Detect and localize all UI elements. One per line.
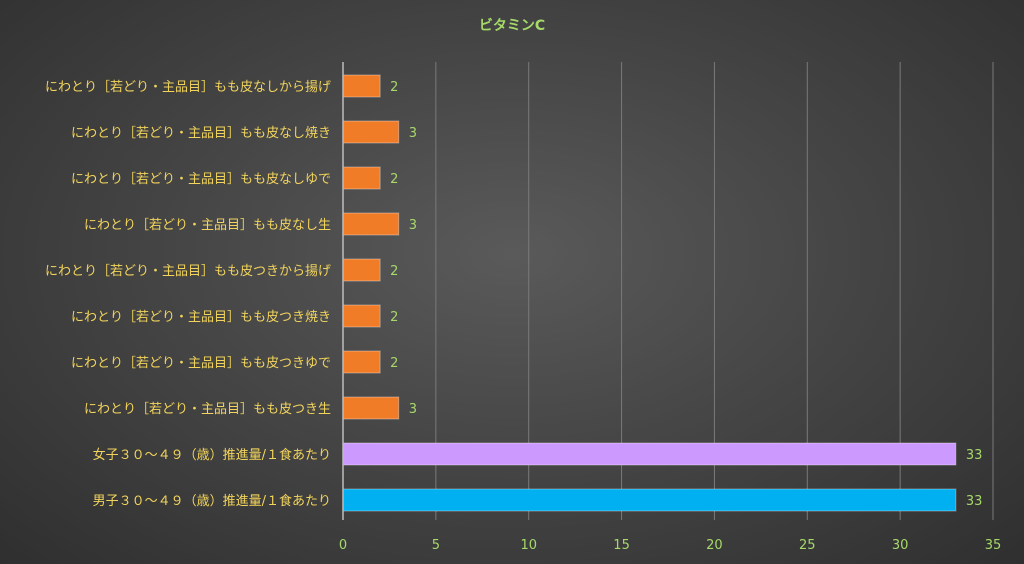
- x-tick-label: 5: [432, 538, 440, 553]
- category-label: にわとり［若どり・主品目］もも皮つきから揚げ: [45, 263, 331, 279]
- bars: [342, 74, 957, 512]
- bar: [342, 488, 957, 512]
- bar: [342, 166, 381, 190]
- bar: [342, 74, 381, 98]
- x-tick-label: 35: [985, 538, 1002, 553]
- x-tick-label: 10: [520, 538, 537, 553]
- chart-title: ビタミンC: [479, 18, 545, 34]
- x-tick-label: 0: [339, 538, 347, 553]
- category-labels: にわとり［若どり・主品目］もも皮なしから揚げにわとり［若どり・主品目］もも皮なし…: [45, 79, 331, 509]
- bar: [342, 350, 381, 374]
- bar: [342, 120, 400, 144]
- data-label: 2: [390, 310, 398, 325]
- bar: [342, 396, 400, 420]
- data-label: 3: [409, 126, 417, 141]
- bar: [342, 258, 381, 282]
- category-label: にわとり［若どり・主品目］もも皮なしから揚げ: [45, 79, 331, 95]
- data-label: 3: [409, 402, 417, 417]
- data-label: 3: [409, 218, 417, 233]
- x-tick-label: 30: [892, 538, 909, 553]
- data-label: 2: [390, 356, 398, 371]
- x-tick-label: 15: [613, 538, 630, 553]
- category-label: にわとり［若どり・主品目］もも皮なし生: [84, 217, 331, 233]
- x-tick-label: 25: [799, 538, 816, 553]
- gridlines: [435, 62, 994, 520]
- x-tick-labels: 0 5 10 15 20 25 30 35: [339, 538, 1001, 553]
- category-label: にわとり［若どり・主品目］もも皮つきゆで: [71, 355, 331, 371]
- category-label: 男子３０～４９（歳）推進量/１食あたり: [93, 493, 331, 509]
- data-label: 2: [390, 172, 398, 187]
- x-tick-label: 20: [706, 538, 723, 553]
- data-label: 2: [390, 264, 398, 279]
- data-label: 33: [966, 448, 983, 463]
- category-label: にわとり［若どり・主品目］もも皮なしゆで: [71, 171, 331, 187]
- category-label: にわとり［若どり・主品目］もも皮なし焼き: [71, 125, 331, 141]
- data-label: 2: [390, 80, 398, 95]
- bar: [342, 304, 381, 328]
- data-label: 33: [966, 494, 983, 509]
- category-label: 女子３０～４９（歳）推進量/１食あたり: [93, 447, 331, 463]
- category-label: にわとり［若どり・主品目］もも皮つき焼き: [71, 309, 331, 325]
- bar: [342, 212, 400, 236]
- category-label: にわとり［若どり・主品目］もも皮つき生: [84, 401, 331, 417]
- bar: [342, 442, 957, 466]
